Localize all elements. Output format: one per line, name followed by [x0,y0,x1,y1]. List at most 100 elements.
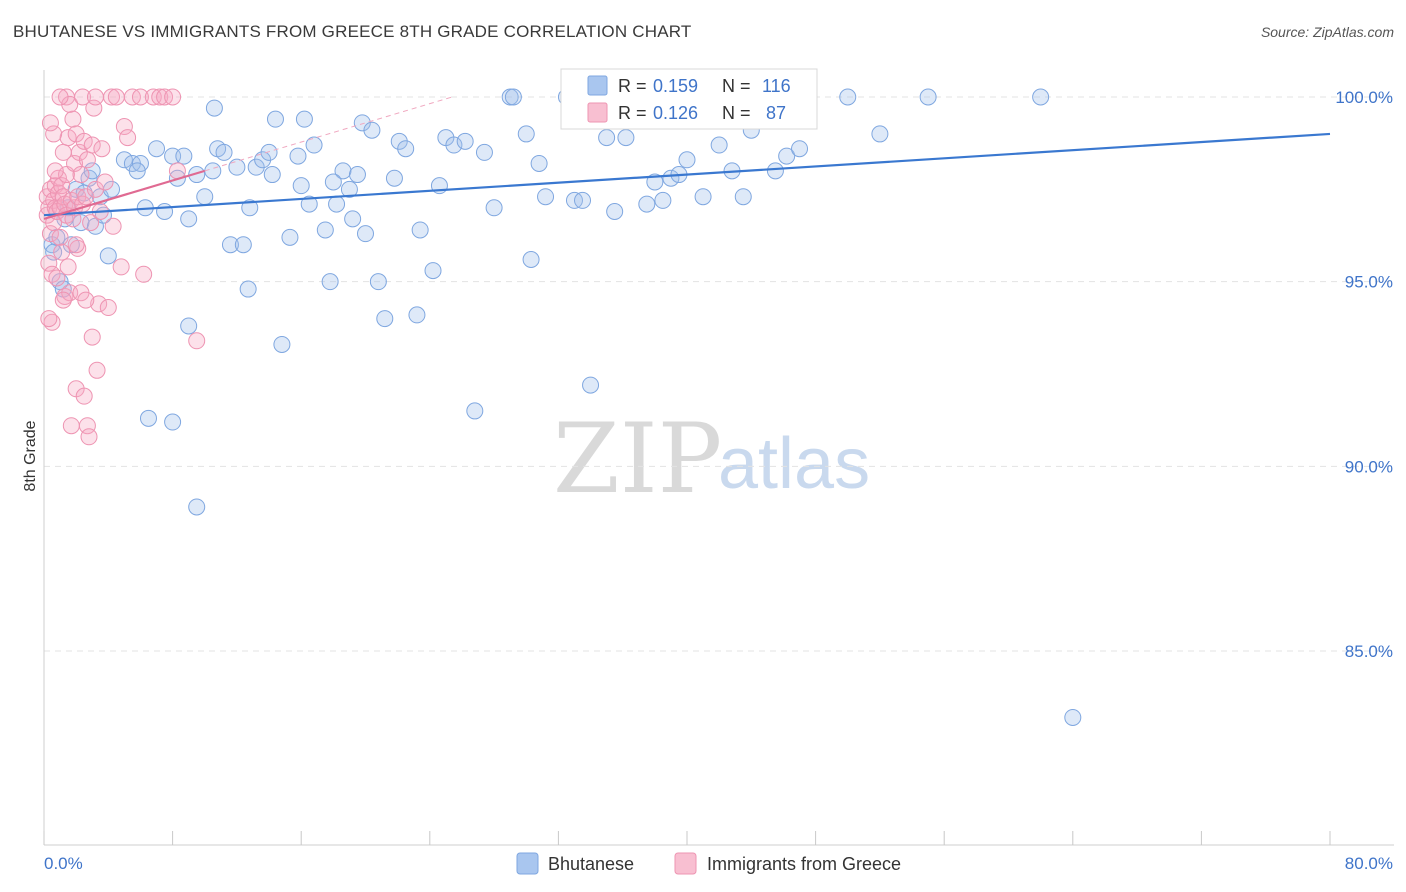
bhutanese-point [504,88,522,106]
greece-point [67,236,85,254]
greece-point [80,428,98,446]
legend-n-value-2: 87 [766,103,786,123]
greece-point [51,228,69,246]
watermark: ZIP atlas [553,403,870,515]
bhutanese-point [369,273,387,291]
greece-point [72,166,90,184]
bhutanese-point [72,214,90,232]
bhutanese-point [180,210,198,228]
bhutanese-point [180,317,198,335]
bhutanese-point [295,110,313,128]
bhutanese-point [1064,708,1082,726]
bhutanese-point [260,143,278,161]
bhutanese-point [424,262,442,280]
y-axis-title: 8th Grade [22,420,39,491]
bhutanese-point [305,136,323,154]
bhutanese-point [234,236,252,254]
bhutanese-point [363,121,381,139]
bhutanese-point [175,147,193,165]
bhutanese-point [115,151,133,169]
greece-point [88,361,106,379]
bhutanese-point [273,335,291,353]
greece-point [78,417,96,435]
greece-point [96,173,114,191]
bhutanese-point [598,129,616,147]
greece-point [131,88,149,106]
greece-point [93,140,111,158]
greece-point [78,151,96,169]
bhutanese-point [324,173,342,191]
bhutanese-point [164,413,182,431]
greece-point [41,114,59,132]
bhutanese-point [466,402,484,420]
series-bhutanese-points [43,88,1082,726]
bhutanese-point [204,162,222,180]
bhutanese-point [530,154,548,172]
grid-lines [44,96,1394,652]
greece-point [104,217,122,235]
bhutanese-point [334,162,352,180]
greece-point [45,125,63,143]
legend-swatch-greece [587,102,608,123]
bhutanese-point [241,199,259,217]
bhutanese-point [328,195,346,213]
greece-point [54,291,72,309]
greece-point [188,332,206,350]
bhutanese-point [188,498,206,516]
bottom-legend-label-greece: Immigrants from Greece [707,854,901,874]
greece-point [77,291,95,309]
bhutanese-point [646,173,664,191]
series-greece-points [38,88,206,446]
chart-source: Source: ZipAtlas.com [1260,24,1394,40]
greece-point [75,387,93,405]
chart-title: BHUTANESE VS IMMIGRANTS FROM GREECE 8TH … [13,22,692,41]
watermark-zip: ZIP [553,403,722,515]
x-tick-label-min: 0.0% [44,854,83,873]
bhutanese-point [517,125,535,143]
bhutanese-point [340,180,358,198]
bhutanese-point [408,306,426,324]
greece-point [82,214,100,232]
bhutanese-point [839,88,857,106]
greece-point [107,88,125,106]
bhutanese-point [694,188,712,206]
legend-r-label-2: R = [618,103,647,123]
legend-r-value-2: 0.126 [653,103,698,123]
bhutanese-point [348,166,366,184]
watermark-atlas: atlas [718,424,870,504]
bhutanese-point [266,110,284,128]
bhutanese-point [766,162,784,180]
bhutanese-point [710,136,728,154]
bhutanese-point [316,221,334,239]
bhutanese-point [300,195,318,213]
greece-point [51,88,69,106]
bhutanese-point [221,236,239,254]
greece-point [59,258,77,276]
bhutanese-point [582,376,600,394]
greece-point [62,417,80,435]
bhutanese-point [292,177,310,195]
greece-point [40,254,58,272]
bhutanese-point [734,188,752,206]
bhutanese-point [99,247,117,265]
bhutanese-point [385,169,403,187]
bhutanese-point [156,202,174,220]
bhutanese-point [919,88,937,106]
bhutanese-point [445,136,463,154]
greece-point [41,225,59,243]
bottom-legend-swatch-greece [674,852,697,875]
correlation-legend: R = 0.159 N = 116 R = 0.126 N = 87 [560,68,818,130]
greece-point [119,129,137,147]
bhutanese-point [654,191,672,209]
bhutanese-point [205,99,223,117]
y-tick-label: 85.0% [1345,642,1393,661]
bhutanese-point [778,147,796,165]
bhutanese-point [281,228,299,246]
greece-point [135,265,153,283]
bhutanese-trend-line [43,132,1331,217]
greece-point [112,258,130,276]
greece-point [74,88,92,106]
bhutanese-point [215,143,233,161]
bhutanese-point [321,273,339,291]
trend-lines [43,96,1331,220]
